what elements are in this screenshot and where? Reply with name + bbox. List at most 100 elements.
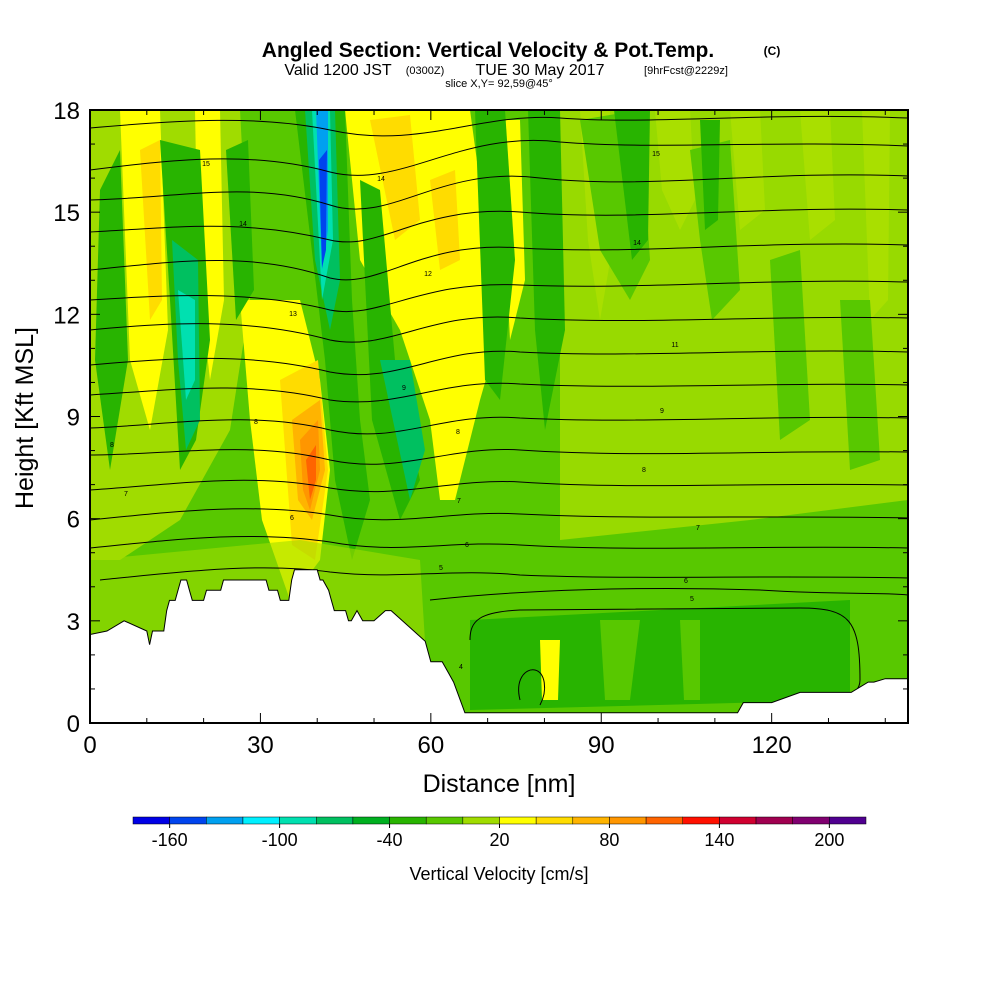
isentrope-label: 14: [239, 221, 247, 228]
colorbar-swatch: [169, 816, 207, 825]
isentrope: [429, 587, 908, 601]
colorbar: -160 -100 -40 20 80 140 200: [132, 816, 867, 850]
weak-downdraft-zone: [840, 300, 880, 470]
isentrope: [90, 416, 908, 435]
isentrope-label: 15: [652, 151, 660, 158]
valid-date: TUE 30 May 2017: [476, 62, 605, 79]
isentrope-label: 13: [289, 311, 297, 318]
chart-title: Angled Section: Vertical Velocity & Pot.…: [262, 39, 714, 62]
isentrope-label: 5: [690, 596, 694, 603]
isentrope: [90, 350, 908, 376]
updraft-region: [140, 140, 162, 320]
terrain-mask: [89, 569, 909, 724]
isentrope-label: 11: [671, 342, 678, 349]
isentrope: [90, 535, 908, 549]
isentrope-label: 7: [124, 491, 128, 498]
slice-info: slice X,Y= 92,59@45°: [445, 78, 553, 90]
y-axis-label: Height [Kft MSL]: [11, 327, 39, 509]
isentrope: [90, 140, 908, 176]
colorbar-swatch: [572, 816, 610, 825]
isentrope: [90, 448, 908, 465]
isentrope-label: 8: [110, 442, 114, 449]
x-tick-label: 30: [247, 732, 274, 759]
updraft-region: [370, 115, 420, 240]
forecast-info: [9hrFcst@2229z]: [644, 65, 728, 77]
isentrope-label: 15: [202, 161, 210, 168]
colorbar-swatch: [316, 816, 354, 825]
y-tick-label: 12: [53, 302, 80, 329]
colorbar-tick-label: 140: [704, 830, 734, 850]
isentrope: [90, 479, 908, 493]
isentrope-label: 6: [290, 515, 294, 522]
plot-area: 8 7 15 14 13 8 6 14 12 9 8 7 6 5 4 15 14…: [89, 109, 909, 724]
isentrope: [90, 316, 908, 343]
colorbar-swatch: [719, 816, 757, 825]
colorbar-swatch: [352, 816, 390, 825]
updraft-region: [195, 110, 224, 380]
boundary-layer-updraft: [540, 640, 560, 700]
isentrope-label: 8: [456, 429, 460, 436]
isentrope-label: 6: [465, 542, 469, 549]
y-tick-label: 0: [67, 711, 80, 738]
colorbar-swatch: [755, 816, 793, 825]
isentrope-label: 14: [633, 240, 641, 247]
y-tick-label: 3: [67, 609, 80, 636]
colorbar-tick-label: 200: [814, 830, 844, 850]
downdraft-region: [528, 110, 565, 430]
isentrope: [99, 567, 908, 581]
isentrope: [518, 669, 546, 706]
x-tick-label: 120: [752, 732, 792, 759]
isentrope-label: 6: [684, 578, 688, 585]
colorbar-swatch: [792, 816, 830, 825]
isentrope: [90, 208, 908, 243]
colorbar-swatch: [389, 816, 427, 825]
colorbar-swatch: [535, 816, 574, 825]
isentrope-labels: 8 7 15 14 13 8 6 14 12 9 8 7 6 5 4 15 14…: [110, 151, 700, 671]
colorbar-swatch: [242, 816, 280, 825]
colorbar-label: Vertical Velocity [cm/s]: [409, 864, 588, 884]
isentrope: [90, 243, 908, 281]
isentrope-label: 9: [402, 385, 406, 392]
boundary-layer-updraft: [600, 620, 640, 700]
colorbar-swatch: [132, 816, 170, 825]
colorbar-swatch: [425, 816, 464, 825]
isentrope: [90, 382, 908, 403]
isentrope: [90, 115, 908, 137]
weak-downdraft-zone: [690, 140, 740, 320]
y-axis: 0 3 6 9 12 15 18: [53, 98, 908, 738]
colorbar-tick-label: 80: [599, 830, 619, 850]
chart-title-unit: (C): [764, 44, 781, 58]
valid-time-utc: (0300Z): [406, 65, 445, 77]
updraft-region: [306, 445, 316, 500]
y-tick-label: 18: [53, 98, 80, 125]
isentrope: [90, 508, 908, 521]
isentropes: [90, 115, 908, 706]
isentrope-label: 9: [660, 408, 664, 415]
colorbar-swatch: [645, 816, 683, 825]
boundary-layer-updraft: [680, 620, 700, 700]
colorbar-swatch: [462, 816, 500, 825]
isentrope-label: 8: [254, 419, 258, 426]
x-axis: 0 30 60 90 120: [83, 110, 886, 759]
colorbar-tick-label: -40: [377, 830, 403, 850]
isentrope-label: 4: [459, 664, 463, 671]
x-axis-label: Distance [nm]: [423, 770, 576, 798]
x-tick-label: 0: [83, 732, 96, 759]
downdraft-region: [475, 110, 515, 400]
velocity-field: [90, 110, 908, 723]
colorbar-swatch: [609, 816, 647, 825]
x-tick-label: 90: [588, 732, 615, 759]
valid-time-label: Valid 1200 JST: [284, 62, 392, 79]
isentrope-label: 7: [696, 525, 700, 532]
isentrope-label: 14: [377, 176, 385, 183]
weak-downdraft-zone: [770, 250, 810, 440]
isentrope-label: 5: [439, 565, 443, 572]
downdraft-region: [226, 140, 254, 320]
colorbar-swatch: [499, 816, 537, 825]
updraft-region: [430, 170, 460, 270]
downdraft-region: [614, 110, 650, 260]
updraft-region: [345, 110, 500, 500]
x-tick-label: 60: [417, 732, 444, 759]
isentrope-label: 8: [642, 467, 646, 474]
